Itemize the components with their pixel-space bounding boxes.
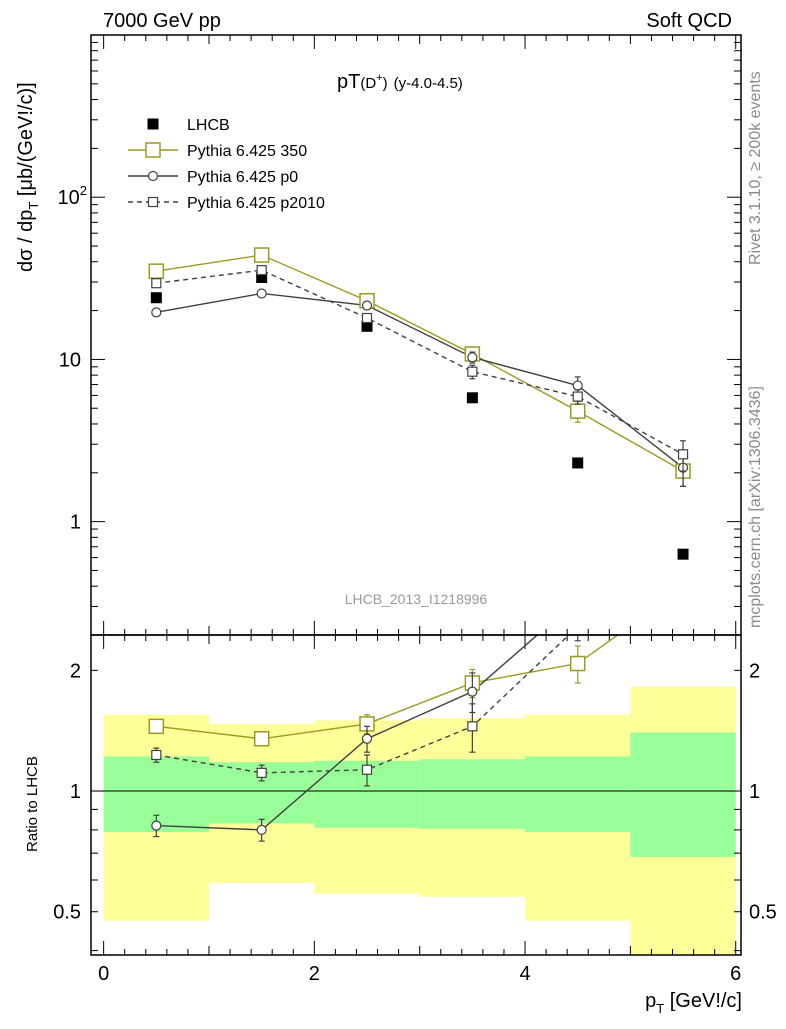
main-point-pythia-6-425-p0	[361, 300, 373, 311]
y-tick-label-exponent: 2	[80, 183, 87, 198]
x-tick-label: 0	[98, 963, 109, 985]
main-point-lhcb	[256, 271, 268, 283]
ratio-y-tick-label-right: 1	[749, 781, 760, 803]
x-axis-title-suffix: [GeV!/c]	[664, 990, 742, 1012]
legend-marker-pythia-6-425-350	[145, 142, 161, 158]
ratio-point-pythia-6-425-350	[253, 731, 270, 747]
main-point-pythia-6-425-p0	[467, 352, 478, 363]
ratio-y-tick-label-left: 2	[70, 660, 81, 682]
main-point-lhcb	[572, 457, 584, 469]
ratio-point-pythia-6-425-p2010	[256, 767, 267, 778]
y-tick-label-base: 10	[58, 187, 80, 209]
ratio-line-pythia-6-425-p0	[156, 635, 539, 831]
stat-uncertainty-band	[525, 756, 631, 833]
main-point-pythia-6-425-p2010	[151, 278, 162, 289]
ratio-point-pythia-6-425-350	[148, 718, 165, 735]
ratio-y-tick-label-right: 2	[749, 660, 760, 682]
legend-marker-pythia-6-425-p2010	[147, 196, 159, 208]
main-point-lhcb	[466, 392, 478, 404]
ratio-y-tick-label-right: 0.5	[749, 902, 777, 924]
ratio-line-pythia-6-425-350	[156, 635, 619, 740]
main-point-pythia-6-425-p2010	[572, 391, 583, 402]
ratio-plot-axes: 0.5 0.5 1 1 2 2 0 2 4 6	[53, 635, 777, 985]
plot-title-paren-close: )	[383, 75, 388, 92]
main-plot-series	[148, 247, 691, 560]
main-point-pythia-6-425-350	[569, 403, 586, 419]
main-line-pythia-6-425-p2010	[156, 269, 684, 455]
main-y-axis-title-suffix: [μb/(GeV!/c)]	[15, 82, 37, 201]
main-point-lhcb	[361, 320, 373, 332]
main-y-axis-title-sub: T	[26, 202, 41, 210]
stat-uncertainty-band	[419, 759, 526, 829]
ratio-y-tick-label-left: 0.5	[53, 902, 81, 924]
plot-title: pT(D+) (y-4.0-4.5)	[337, 71, 463, 93]
ratio-uncertainty-bands	[103, 686, 736, 955]
main-line-pythia-6-425-350	[156, 254, 684, 472]
main-point-pythia-6-425-350	[148, 263, 165, 279]
header-right: Soft QCD	[646, 10, 732, 32]
main-point-pythia-6-425-p2010	[677, 449, 689, 460]
ratio-point-pythia-6-425-p0	[467, 686, 478, 697]
plot-title-sup: +	[376, 72, 382, 84]
main-point-pythia-6-425-p2010	[256, 265, 267, 276]
main-point-pythia-6-425-p2010	[361, 312, 373, 324]
ratio-y-tick-label-left: 1	[70, 781, 81, 803]
legend-label-pythia-6-425-350: Pythia 6.425 350	[187, 143, 307, 160]
ratio-plot-frame	[90, 634, 742, 956]
legend-label-pythia-6-425-p2010: Pythia 6.425 p2010	[187, 195, 325, 212]
ratio-point-pythia-6-425-p0	[151, 820, 162, 831]
main-point-pythia-6-425-p0	[151, 307, 162, 318]
y-tick-label: 10	[59, 349, 81, 371]
ratio-y-axis-title: Ratio to LHCB	[24, 756, 41, 852]
plot-title-main: pT	[337, 71, 360, 93]
main-point-lhcb	[150, 292, 162, 304]
mcplots-source-label: mcplots.cern.ch [arXiv:1306.3436]	[747, 386, 764, 628]
main-point-pythia-6-425-p0	[572, 380, 583, 391]
stat-uncertainty-band	[630, 732, 736, 857]
y-tick-label: 102	[58, 183, 87, 209]
x-axis-title-sub: T	[656, 1001, 664, 1016]
main-point-pythia-6-425-p0	[256, 288, 267, 299]
legend-marker-pythia-6-425-p0	[147, 170, 159, 182]
analysis-watermark: LHCB_2013_I1218996	[345, 591, 488, 607]
y-tick-label: 1	[70, 512, 81, 534]
x-axis-title: pT [GeV!/c]	[645, 990, 742, 1016]
x-tick-label: 4	[519, 963, 530, 985]
header-left: 7000 GeV pp	[103, 10, 221, 32]
main-point-pythia-6-425-p2010	[467, 366, 478, 377]
ratio-point-pythia-6-425-p2010	[361, 764, 373, 775]
ratio-point-pythia-6-425-350	[569, 655, 586, 672]
plot-title-paren: (D	[360, 75, 376, 92]
main-y-axis-title-prefix: dσ / dp	[15, 210, 37, 272]
x-tick-label: 6	[730, 963, 741, 985]
ratio-point-pythia-6-425-p2010	[467, 721, 478, 732]
main-line-pythia-6-425-p0	[156, 292, 684, 469]
legend: LHCB Pythia 6.425 350 Pythia 6.425 p0 Pythi…	[128, 117, 325, 212]
legend-label-lhcb: LHCB	[187, 117, 230, 134]
ratio-point-pythia-6-425-p0	[361, 733, 373, 744]
ratio-point-pythia-6-425-p2010	[151, 749, 162, 761]
main-y-axis-title: dσ / dpT [μb/(GeV!/c)]	[15, 82, 41, 272]
legend-label-pythia-6-425-p0: Pythia 6.425 p0	[187, 169, 298, 186]
main-point-lhcb	[677, 548, 689, 560]
x-tick-label: 2	[309, 963, 320, 985]
ratio-plot-series	[148, 635, 619, 842]
main-point-pythia-6-425-350	[253, 247, 270, 263]
x-axis-title-prefix: p	[645, 990, 656, 1012]
plot-title-range: (y-4.0-4.5)	[394, 75, 463, 92]
rivet-version-label: Rivet 3.1.10, ≥ 200k events	[747, 71, 764, 265]
ratio-point-pythia-6-425-p0	[256, 824, 267, 835]
legend-marker-lhcb	[147, 118, 159, 130]
